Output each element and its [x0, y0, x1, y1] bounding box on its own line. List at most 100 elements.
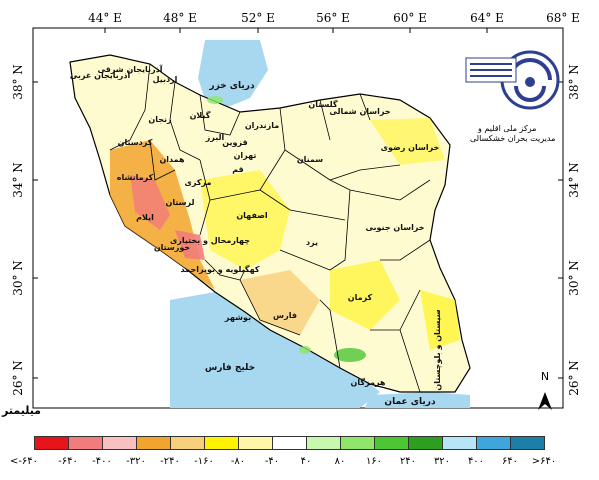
legend-swatch — [102, 436, 137, 450]
legend-label: >۶۴۰ — [531, 456, 557, 467]
label-ardabil: اردبیل — [153, 75, 178, 84]
legend-swatch — [442, 436, 477, 450]
deficit-zone-severe — [130, 175, 170, 230]
label-tehran: تهران — [234, 151, 257, 160]
lat-tick-30-right: 30° N — [567, 260, 581, 296]
surplus-zone-hormozgan — [334, 348, 366, 362]
label-sistan: سیستان و بلوچستان — [433, 309, 442, 390]
deficit-zone-kerman — [330, 260, 400, 330]
label-bushehr: بوشهر — [224, 313, 251, 322]
label-markazi: مرکزی — [185, 178, 212, 187]
lat-tick-34-right: 34° N — [567, 162, 581, 198]
longitude-labels: 44° E 48° E 52° E 56° E 60° E 64° E 68° … — [88, 11, 580, 25]
legend-label: <-۶۴۰ — [9, 456, 39, 467]
label-lorestan: لرستان — [166, 198, 195, 207]
legend-swatch — [136, 436, 171, 450]
label-gilan: گیلان — [190, 110, 211, 120]
legend-label: ۳۲۰ — [433, 456, 451, 467]
lon-tick-44: 44° E — [88, 11, 122, 25]
label-yazd: یزد — [306, 238, 318, 247]
label-hormozgan: هرمزگان — [351, 377, 386, 387]
label-isfahan: اصفهان — [236, 211, 268, 220]
legend-label: -۲۴۰ — [160, 456, 180, 467]
logo-caption-line1: مرکز ملی اقلیم و — [478, 124, 537, 133]
lat-tick-26-left: 26° N — [11, 360, 25, 396]
lat-tick-38-left: 38° N — [11, 64, 25, 100]
lat-tick-26-right: 26° N — [567, 360, 581, 396]
label-kermanshah: کرمانشاه — [117, 173, 154, 182]
province-boundaries — [109, 63, 431, 393]
legend-label: -۱۶۰ — [194, 456, 214, 467]
label-golestan: گلستان — [308, 99, 338, 109]
north-label: N — [541, 370, 549, 383]
legend-label: -۴۰ — [264, 456, 280, 467]
deficit-zone-khorasan — [370, 118, 445, 165]
legend-label: -۶۴۰ — [58, 456, 78, 467]
label-chaharmahal: چهارمحال و بختیاری — [170, 236, 250, 245]
legend-bar — [34, 436, 545, 450]
legend-swatch — [408, 436, 443, 450]
legend-swatch — [204, 436, 239, 450]
label-khorasan-jonubi: خراسان جنوبی — [365, 223, 424, 232]
surplus-zone-south — [299, 346, 311, 354]
deficit-zone-sistan — [420, 290, 460, 350]
deficit-zone-zagros — [175, 230, 205, 260]
legend-swatch — [68, 436, 103, 450]
label-qazvin: قزوین — [222, 138, 247, 147]
legend-swatch — [476, 436, 511, 450]
lat-tick-38-right: 38° N — [567, 64, 581, 100]
province-labels: آذربایجان غربی آذربایجان شرقی اردبیل زنج… — [70, 64, 442, 391]
label-alborz: البرز — [205, 133, 225, 142]
label-mazandaran: مازندران — [245, 121, 279, 130]
north-arrow-icon — [538, 392, 552, 410]
persian-gulf — [170, 292, 380, 408]
label-azarbaijan-gharbi: آذربایجان غربی — [70, 70, 131, 80]
legend-swatch — [510, 436, 545, 450]
label-hamedan: همدان — [159, 155, 185, 164]
legend-labels: <-۶۴۰ -۶۴۰ -۴۰۰ -۳۲۰ -۲۴۰ -۱۶۰ -۸۰ -۴۰ ۴۰ ۸۰ ۱۶۰ ۲۴… — [0, 456, 599, 476]
unit-label: میلیمتر — [2, 404, 41, 417]
label-oman: دریای عمان — [384, 397, 436, 407]
north-arrow: N — [538, 370, 552, 410]
legend-label: -۸۰ — [230, 456, 246, 467]
tick-marks — [33, 28, 563, 379]
label-kerman: کرمان — [348, 293, 373, 302]
legend-label: ۴۰۰ — [467, 456, 485, 467]
label-kohgiluyeh: کهگیلویه و بویراحمد — [180, 264, 259, 274]
legend-swatch — [34, 436, 69, 450]
lon-tick-56: 56° E — [316, 11, 350, 25]
legend-swatch — [272, 436, 307, 450]
deficit-zone-fars — [240, 270, 320, 335]
caspian-sea — [198, 40, 268, 108]
lon-tick-64: 64° E — [470, 11, 504, 25]
label-fars: فارس — [273, 311, 297, 321]
lat-tick-30-left: 30° N — [11, 260, 25, 296]
legend-label: -۴۰۰ — [92, 456, 112, 467]
legend-label: ۸۰ — [334, 456, 346, 467]
lon-tick-68: 68° E — [546, 11, 580, 25]
legend-swatch — [340, 436, 375, 450]
lon-tick-48: 48° E — [163, 11, 197, 25]
legend-swatch — [170, 436, 205, 450]
label-zanjan: زنجان — [148, 115, 172, 124]
legend-label: ۴۰ — [300, 456, 312, 467]
logo-emblem — [465, 50, 560, 110]
label-kurdistan: کردستان — [118, 138, 153, 147]
latitude-labels-left: 38° N 34° N 30° N 26° N — [11, 64, 25, 396]
lon-tick-60: 60° E — [393, 11, 427, 25]
label-khorasan-shomali: خراسان شمالی — [329, 107, 391, 116]
legend-label: ۱۶۰ — [365, 456, 383, 467]
label-qom: قم — [232, 165, 244, 174]
legend-label: ۶۴۰ — [501, 456, 519, 467]
legend-swatch — [238, 436, 273, 450]
label-khorasan-razavi: خراسان رضوی — [381, 143, 440, 152]
label-azarbaijan-sharghi: آذربایجان شرقی — [97, 64, 162, 74]
gulf-of-oman — [365, 392, 470, 408]
latitude-labels-right: 38° N 34° N 30° N 26° N — [567, 64, 581, 396]
legend-swatch — [374, 436, 409, 450]
logo-caption-line2: مدیریت بحران خشکسالی — [470, 134, 556, 143]
label-caspian: دریای خزر — [208, 81, 255, 91]
surplus-zone-gilan — [207, 96, 223, 104]
lon-tick-52: 52° E — [241, 11, 275, 25]
